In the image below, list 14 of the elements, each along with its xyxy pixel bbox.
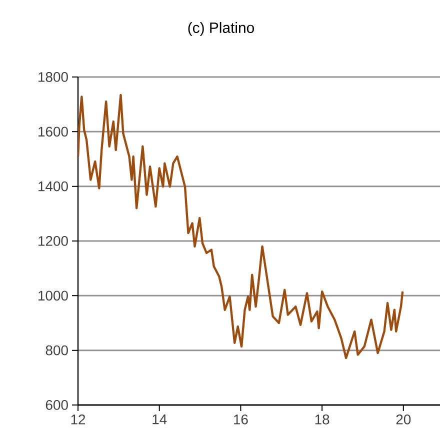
x-tick-label: 16 <box>234 414 248 424</box>
y-tick-label: 600 <box>46 400 68 410</box>
y-tick-label: 1600 <box>38 126 68 137</box>
x-tick-label: 12 <box>71 414 86 424</box>
y-tick-label: 1800 <box>38 72 68 82</box>
y-tick-label: 1000 <box>38 290 68 301</box>
y-tick-label: 1400 <box>38 181 68 192</box>
x-tick-label: 18 <box>315 414 330 424</box>
y-tick-label: 800 <box>46 345 68 356</box>
line-series <box>78 94 404 360</box>
x-tick-label: 20 <box>396 414 411 424</box>
y-tick-label: 1200 <box>38 236 68 246</box>
x-tick-label: 14 <box>152 414 167 424</box>
chart-title: (c) Platino <box>188 22 254 36</box>
